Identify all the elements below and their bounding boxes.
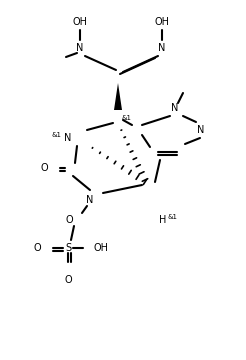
Text: N: N	[76, 43, 84, 53]
Text: OH: OH	[73, 17, 88, 27]
Text: N: N	[158, 43, 166, 53]
Text: O: O	[33, 243, 41, 253]
Text: OH: OH	[93, 243, 108, 253]
Text: H: H	[159, 215, 167, 225]
Text: O: O	[40, 163, 48, 173]
Text: N: N	[86, 195, 94, 205]
Polygon shape	[114, 83, 122, 110]
Text: &1: &1	[121, 115, 131, 121]
Text: &1: &1	[51, 132, 61, 138]
Text: O: O	[64, 275, 72, 285]
Text: N: N	[64, 133, 72, 143]
Text: O: O	[65, 215, 73, 225]
Text: N: N	[197, 125, 205, 135]
Text: N: N	[171, 103, 179, 113]
Text: &1: &1	[168, 214, 178, 220]
Text: S: S	[65, 243, 71, 253]
Text: OH: OH	[154, 17, 169, 27]
